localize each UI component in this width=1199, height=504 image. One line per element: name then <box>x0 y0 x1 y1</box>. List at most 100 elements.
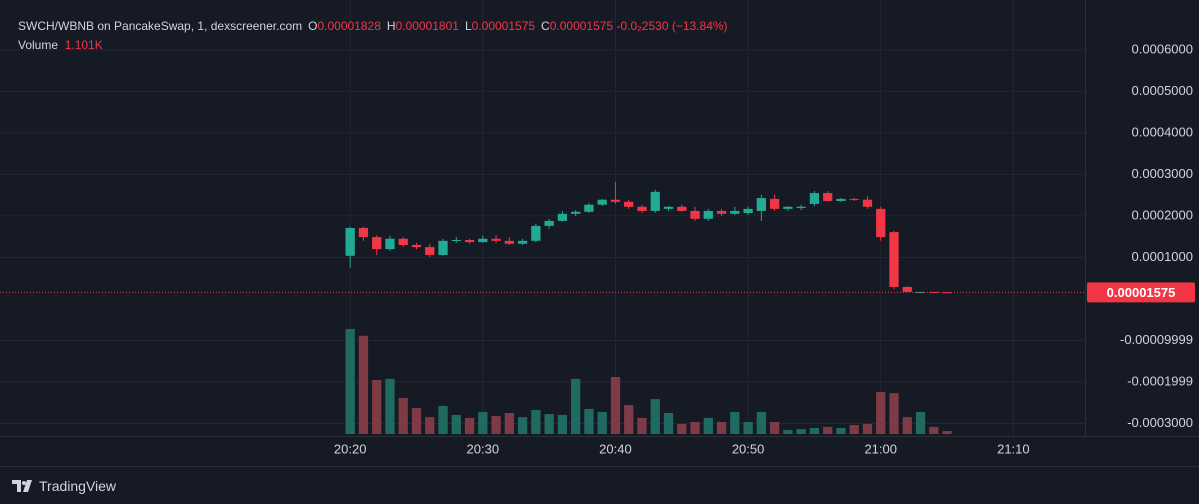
volume-bar <box>677 423 687 434</box>
legend: SWCH/WBNB on PancakeSwap, 1, dexscreener… <box>18 19 728 33</box>
candle-body <box>769 198 780 209</box>
last-price-label: 0.00001575 <box>1107 285 1176 300</box>
volume-bar <box>597 411 607 434</box>
volume-bar <box>584 408 594 434</box>
volume-bar <box>464 417 475 434</box>
candle-body <box>942 292 952 294</box>
volume-bar <box>769 422 780 434</box>
candle-body <box>345 227 355 256</box>
candle-body <box>372 237 382 250</box>
candle-body <box>796 206 806 209</box>
candle-body <box>889 232 899 287</box>
ohlc-label: H <box>386 19 396 33</box>
volume-value: 1.101K <box>64 38 103 52</box>
volume-bar <box>637 417 647 434</box>
candle-body <box>584 204 594 212</box>
candle-body <box>756 198 766 211</box>
volume-label: Volume <box>18 38 59 52</box>
y-tick-label: 0.0001000 <box>1132 249 1193 264</box>
volume-bar <box>624 405 634 434</box>
candle-body <box>464 240 475 243</box>
candle-body <box>703 210 713 219</box>
ohlc: O0.00001828 H0.00001801 L0.00001575 C0.0000… <box>302 19 613 33</box>
volume-bar <box>650 399 660 434</box>
volume-bar <box>902 417 912 434</box>
volume-bar <box>929 426 939 434</box>
y-tick-label: 0.0003000 <box>1132 166 1193 181</box>
y-tick-label: -0.0001999 <box>1127 373 1193 388</box>
candle-body <box>451 240 461 242</box>
logo <box>12 480 32 492</box>
volume-bar <box>411 408 422 434</box>
volume-bar <box>571 378 581 434</box>
candle-body <box>809 193 820 204</box>
change: -0.0₂2530 (−13.84%) <box>616 19 728 33</box>
footer[interactable]: TradingView <box>12 478 116 494</box>
volume-bar <box>531 410 541 434</box>
candle-body <box>557 213 568 221</box>
volume-bar <box>544 414 554 434</box>
candle-body <box>823 193 833 201</box>
volume-bar <box>517 417 528 434</box>
volume-bar <box>915 411 926 434</box>
candle-body <box>730 210 740 214</box>
brand: TradingView <box>39 478 117 494</box>
volume-bar <box>345 329 355 434</box>
volume-bar <box>889 393 899 434</box>
candle-body <box>915 291 926 293</box>
candle-body <box>398 238 408 245</box>
volume-bar <box>491 416 501 434</box>
x-tick-label: 21:00 <box>864 441 897 456</box>
volume-bar <box>610 377 621 434</box>
candle-body <box>677 206 687 211</box>
candle-body <box>902 286 912 292</box>
candle-body <box>862 199 873 207</box>
candle-body <box>438 240 448 255</box>
candle-body <box>571 211 581 214</box>
candle-body <box>690 210 700 219</box>
volume-bar <box>756 411 766 434</box>
candle-body <box>597 199 607 205</box>
x-tick-label: 20:50 <box>732 441 765 456</box>
volume-bar <box>451 414 461 434</box>
x-tick-label: 21:10 <box>997 441 1030 456</box>
volume-bar <box>703 417 713 434</box>
ohlc-label: O <box>308 19 318 33</box>
x-tick-label: 20:20 <box>334 441 367 456</box>
volume-bar <box>358 335 369 434</box>
candle-body <box>876 208 886 238</box>
x-tick-label: 20:40 <box>599 441 632 456</box>
volume-bar <box>716 422 727 434</box>
candle-body <box>358 227 369 238</box>
volume-bar <box>372 380 382 434</box>
volume-bar <box>690 422 700 434</box>
candle-body <box>504 240 514 244</box>
y-tick-label: -0.0003000 <box>1127 415 1193 430</box>
volume-bar <box>823 426 833 434</box>
candle-body <box>478 238 488 243</box>
volume-bar <box>849 425 859 434</box>
ohlc-value: 0.00001575 <box>549 19 614 33</box>
volume-bar <box>663 413 674 434</box>
volume-bar <box>783 429 793 434</box>
candle-body <box>491 238 501 241</box>
ohlc-label: C <box>541 19 550 33</box>
volume-bar <box>557 414 568 434</box>
candle-body <box>517 240 528 244</box>
ohlc-value: 0.00001801 <box>395 19 459 33</box>
candle-body <box>624 201 634 207</box>
candle-body <box>385 238 395 250</box>
volume-bar <box>942 430 952 434</box>
y-tick-label: 0.0004000 <box>1132 124 1193 139</box>
x-tick-label: 20:30 <box>467 441 500 456</box>
volume-bar <box>398 398 408 434</box>
candle-body <box>783 206 793 209</box>
candle-body <box>637 206 647 211</box>
symbol-title: SWCH/WBNB on PancakeSwap, 1, dexscreener… <box>18 19 303 33</box>
candle-body <box>716 210 727 214</box>
candle-body <box>425 247 435 255</box>
volume-bar <box>743 422 753 434</box>
volume-bar <box>796 429 806 434</box>
